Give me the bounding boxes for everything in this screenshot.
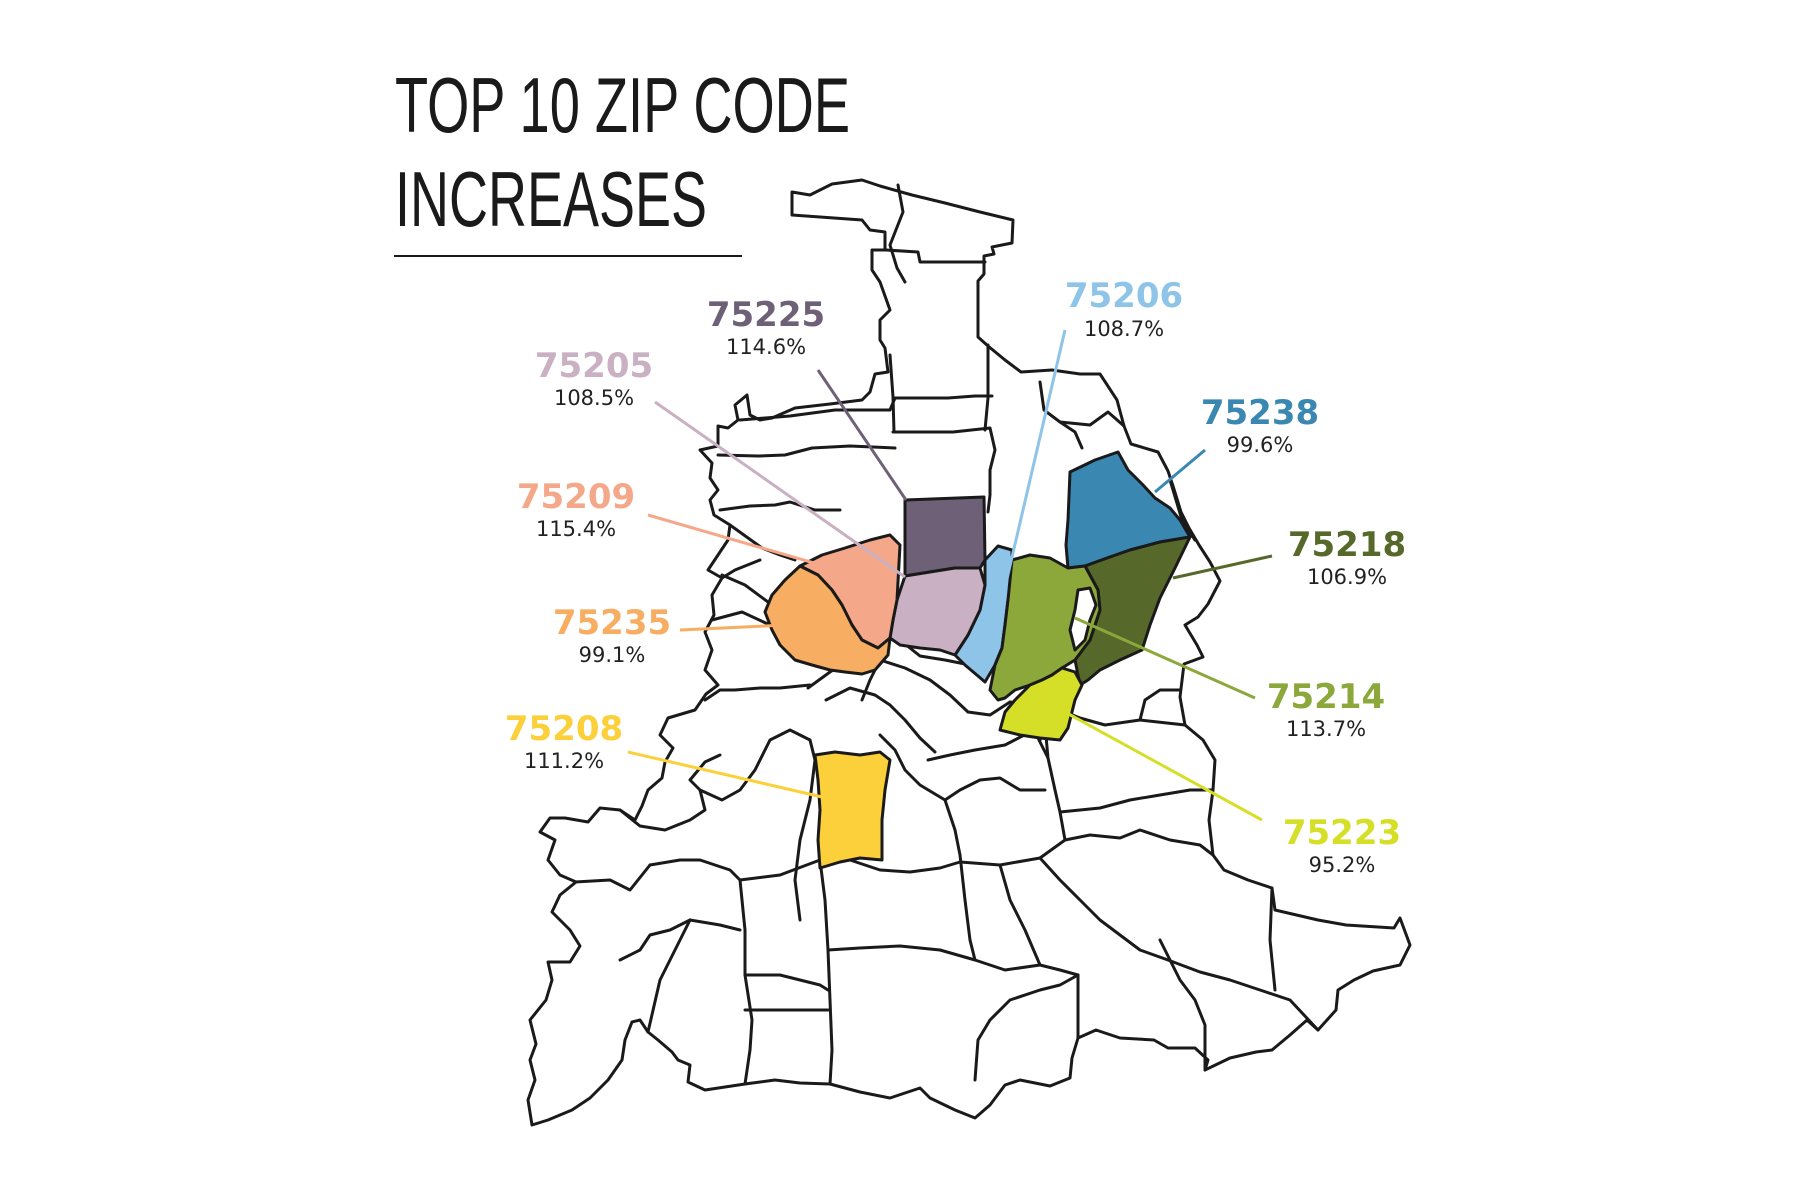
region-75208 xyxy=(813,750,892,870)
leader-75225 xyxy=(816,369,908,501)
zip-labels: 75225 114.6% 75206 108.7% 75205 108.5% 7… xyxy=(505,276,1406,877)
zip-code-75238: 75238 xyxy=(1201,393,1319,433)
label-75223: 75223 95.2% xyxy=(1283,813,1401,877)
zip-pct-75238: 99.6% xyxy=(1227,433,1294,457)
leader-75205 xyxy=(654,400,906,579)
zip-pct-75214: 113.7% xyxy=(1286,717,1366,741)
leader-75206 xyxy=(1000,329,1067,601)
zip-code-75214: 75214 xyxy=(1267,677,1385,717)
leader-lines xyxy=(627,329,1273,822)
zip-code-75209: 75209 xyxy=(517,477,635,517)
leader-75208 xyxy=(627,750,823,799)
label-75208: 75208 111.2% xyxy=(505,709,623,773)
region-75225 xyxy=(903,495,987,578)
title-line-1: TOP 10 ZIP CODE xyxy=(395,61,850,149)
leader-75218 xyxy=(1172,554,1273,580)
zip-code-75223: 75223 xyxy=(1283,813,1401,853)
zip-pct-75206: 108.7% xyxy=(1084,317,1164,341)
label-75205: 75205 108.5% xyxy=(535,346,653,410)
label-75206: 75206 108.7% xyxy=(1065,276,1183,341)
zip-code-75205: 75205 xyxy=(535,346,653,386)
zip-pct-75209: 115.4% xyxy=(536,517,616,541)
zip-pct-75205: 108.5% xyxy=(554,386,634,410)
leader-75214 xyxy=(1074,616,1256,700)
region-75223 xyxy=(998,666,1084,742)
zip-boundaries xyxy=(573,183,1320,1086)
label-75238: 75238 99.6% xyxy=(1201,393,1319,457)
zip-code-75208: 75208 xyxy=(505,709,623,749)
title-line-2: INCREASES xyxy=(395,155,707,243)
highlighted-zips xyxy=(763,450,1192,870)
title: TOP 10 ZIP CODE INCREASES xyxy=(394,61,850,257)
leader-75238 xyxy=(1154,448,1206,494)
label-75214: 75214 113.7% xyxy=(1267,677,1385,741)
zip-pct-75225: 114.6% xyxy=(726,335,806,359)
zip-code-75235: 75235 xyxy=(553,603,671,643)
leader-75223 xyxy=(1064,710,1263,822)
lake-outline xyxy=(1068,586,1098,652)
zip-pct-75208: 111.2% xyxy=(524,749,604,773)
zip-pct-75218: 106.9% xyxy=(1307,565,1387,589)
zip-code-75206: 75206 xyxy=(1065,276,1183,316)
city-map xyxy=(526,178,1412,1127)
label-75218: 75218 106.9% xyxy=(1288,525,1406,589)
zip-pct-75235: 99.1% xyxy=(579,643,646,667)
zip-code-75218: 75218 xyxy=(1288,525,1406,565)
zip-pct-75223: 95.2% xyxy=(1309,853,1376,877)
label-75225: 75225 114.6% xyxy=(707,295,825,359)
leader-75209 xyxy=(647,513,891,587)
label-75235: 75235 99.1% xyxy=(553,603,671,667)
label-75209: 75209 115.4% xyxy=(517,477,635,541)
region-75235 xyxy=(763,564,892,676)
leader-75235 xyxy=(679,623,787,632)
zip-code-75225: 75225 xyxy=(707,295,825,335)
